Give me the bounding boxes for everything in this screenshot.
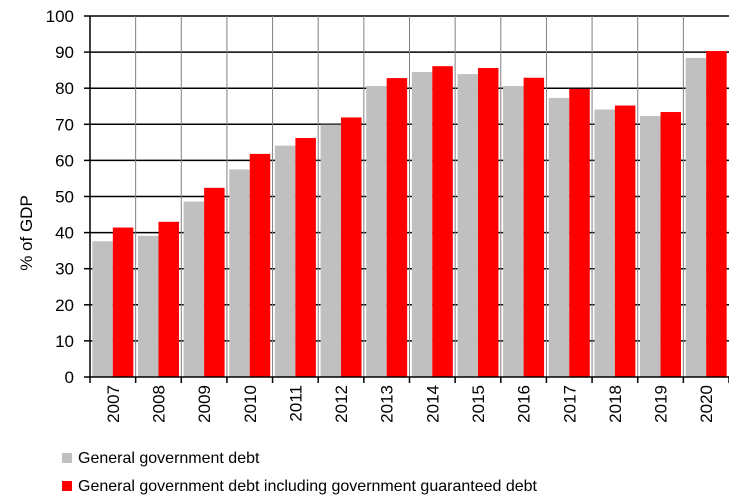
bar-general-debt-2020	[685, 57, 707, 377]
bar-debt-incl-guaranteed-2011	[295, 138, 316, 377]
x-tick-label-2016: 2016	[515, 385, 534, 423]
bar-debt-incl-guaranteed-2009	[204, 187, 225, 377]
gridlines	[90, 15, 729, 377]
x-tick-labels: 2007 2008 2009 2010 2011 2012 2013 2014 2015 2016…	[104, 385, 716, 423]
x-tick-label-2013: 2013	[378, 385, 397, 423]
y-tick-label-40: 40	[55, 224, 74, 243]
bar-general-debt-2009	[183, 201, 205, 377]
bar-general-debt-2016	[503, 86, 524, 377]
bar-general-debt-2019	[640, 115, 661, 377]
y-tick-label-0: 0	[65, 368, 74, 387]
bar-debt-incl-guaranteed-2017	[569, 88, 590, 377]
legend-swatch-debt-incl-guaranteed	[62, 481, 72, 491]
y-tick-label-60: 60	[55, 151, 74, 170]
bar-general-debt-2007	[92, 241, 113, 377]
bar-debt-incl-guaranteed-2014	[432, 66, 453, 377]
bar-debt-incl-guaranteed-2015	[477, 67, 499, 377]
y-tick-label-70: 70	[55, 115, 74, 134]
bar-debt-incl-guaranteed-2016	[523, 77, 545, 377]
bar-debt-incl-guaranteed-2019	[660, 112, 682, 377]
y-tick-label-80: 80	[55, 79, 74, 98]
bar-general-debt-2012	[320, 124, 342, 377]
bar-debt-incl-guaranteed-2018	[614, 105, 636, 377]
y-axis-label: % of GDP	[17, 195, 36, 271]
x-tick-label-2012: 2012	[332, 385, 351, 423]
axes	[84, 15, 729, 383]
x-tick-label-2015: 2015	[469, 385, 488, 423]
y-tick-label-20: 20	[55, 296, 74, 315]
legend-label-debt-incl-guaranteed: General government debt including govern…	[78, 478, 537, 495]
bar-debt-incl-guaranteed-2007	[112, 227, 134, 377]
y-tick-label-50: 50	[55, 188, 74, 207]
x-tick-label-2020: 2020	[697, 385, 716, 423]
bar-general-debt-2018	[594, 109, 615, 378]
x-tick-label-2018: 2018	[606, 385, 625, 423]
x-tick-label-2008: 2008	[149, 385, 168, 423]
x-tick-label-2017: 2017	[560, 385, 579, 423]
bar-debt-incl-guaranteed-2020	[706, 51, 727, 377]
y-tick-label-90: 90	[55, 43, 74, 62]
bar-general-debt-2010	[229, 169, 250, 377]
legend-item-debt-incl-guaranteed: General government debt including govern…	[62, 477, 537, 497]
y-tick-labels: 0 10 20 30 40 50 60 70 80 90 100	[46, 7, 74, 387]
x-tick-label-2019: 2019	[652, 385, 671, 423]
y-tick-label-100: 100	[46, 7, 74, 26]
legend-swatch-general-debt	[62, 453, 72, 463]
y-tick-label-10: 10	[55, 332, 74, 351]
bar-debt-incl-guaranteed-2008	[158, 221, 179, 377]
x-tick-label-2011: 2011	[286, 385, 305, 422]
bar-general-debt-2011	[274, 145, 296, 377]
legend-item-general-debt: General government debt	[62, 449, 259, 469]
bar-general-debt-2014	[411, 71, 433, 377]
bars	[92, 51, 727, 378]
y-tick-label-30: 30	[55, 260, 74, 279]
x-tick-label-2010: 2010	[241, 385, 260, 423]
legend-label-general-debt: General government debt	[78, 450, 260, 467]
bar-debt-incl-guaranteed-2013	[386, 78, 408, 377]
bar-general-debt-2008	[137, 235, 159, 377]
bar-debt-incl-guaranteed-2012	[341, 117, 362, 377]
bar-general-debt-2013	[366, 86, 387, 377]
x-tick-label-2014: 2014	[423, 385, 442, 423]
x-tick-label-2009: 2009	[195, 385, 214, 423]
bar-debt-incl-guaranteed-2010	[249, 153, 271, 377]
bar-general-debt-2017	[548, 97, 570, 378]
x-tick-label-2007: 2007	[104, 385, 123, 423]
bar-general-debt-2015	[457, 74, 478, 377]
